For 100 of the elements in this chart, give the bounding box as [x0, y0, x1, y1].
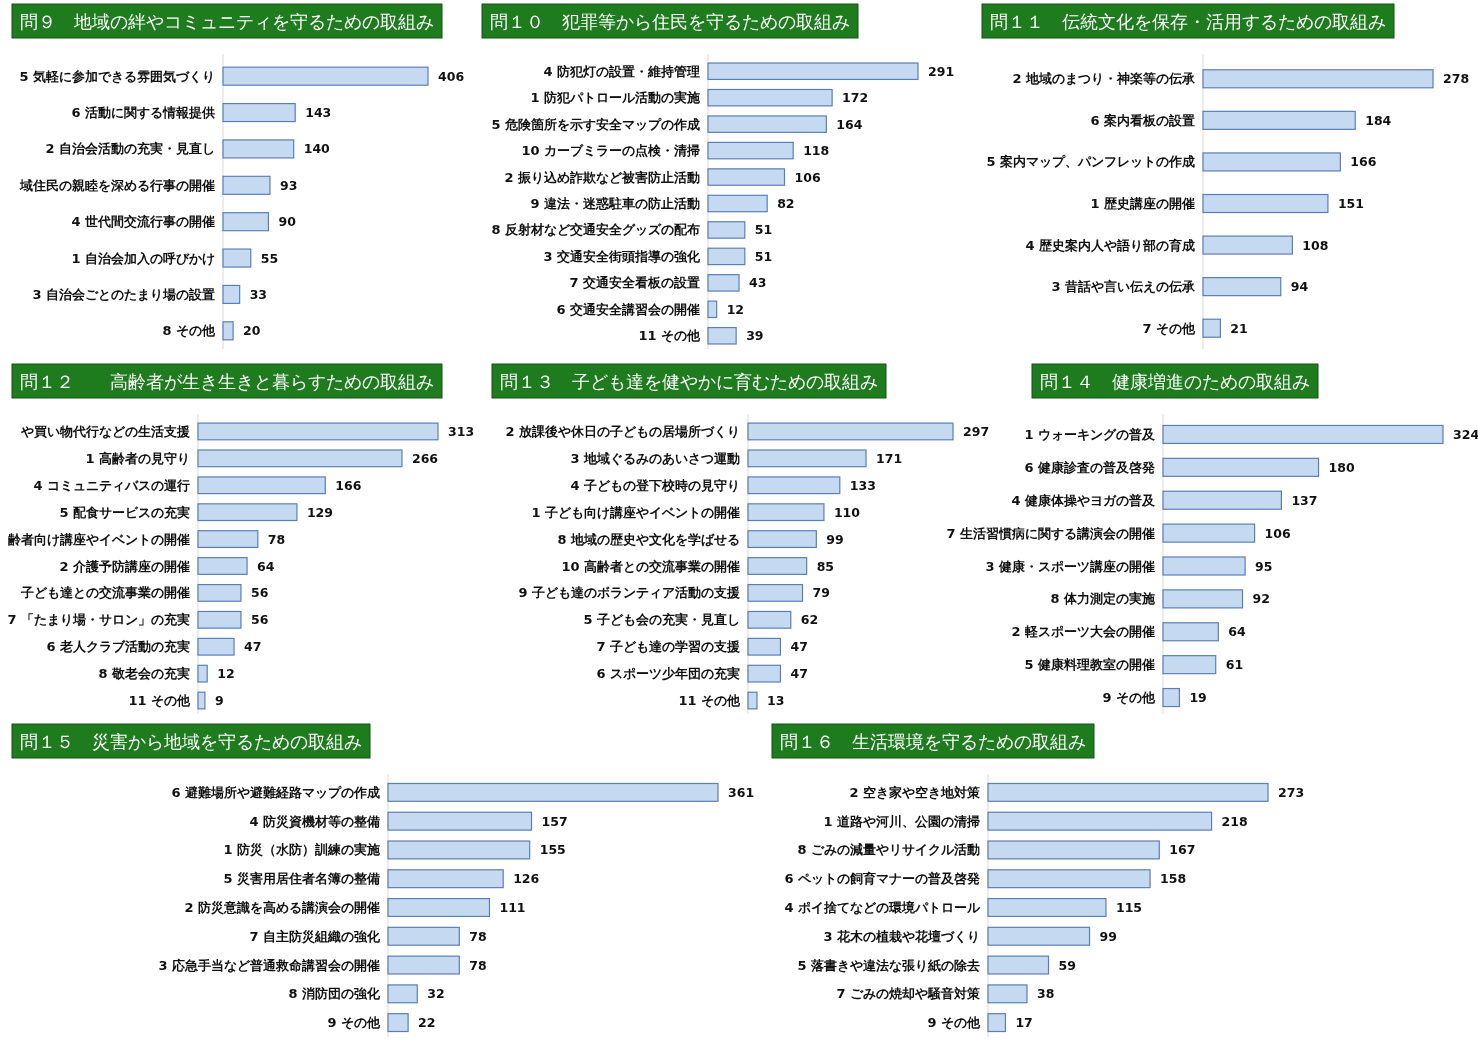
y-tick-label: 2 自治会活動の充実・見直し	[45, 141, 215, 157]
bar	[707, 221, 746, 239]
y-tick-label: 3 自治会ごとのたまり場の設置	[32, 286, 215, 302]
bar	[387, 869, 504, 889]
y-tick-label: 4 防災資機材等の整備	[249, 813, 380, 829]
bar	[707, 194, 768, 213]
bar	[1162, 490, 1282, 510]
bar	[222, 248, 252, 268]
bar	[1162, 655, 1217, 675]
chart-title: 問９ 地域の絆やコミュニティを守るための取組み	[20, 11, 434, 32]
data-label: 167	[1169, 842, 1196, 858]
bar	[747, 691, 758, 710]
bar	[387, 1013, 409, 1033]
y-tick-label: 10 カーブミラーの点検・清掃	[521, 143, 700, 159]
y-tick-label: 9 子ども達のボランティア活動の支援	[518, 585, 740, 601]
data-label: 184	[1365, 112, 1392, 128]
bar	[387, 897, 491, 918]
bar	[747, 583, 804, 602]
bar	[197, 664, 208, 683]
bar	[747, 664, 782, 683]
bar	[387, 955, 460, 975]
y-tick-label: 11 その他	[128, 693, 191, 709]
data-label: 106	[1264, 525, 1291, 541]
bar	[987, 1013, 1007, 1033]
data-label: 99	[1099, 928, 1117, 944]
data-label: 158	[1160, 871, 1187, 887]
bar	[222, 66, 429, 86]
y-tick-label: 1 道路や河川、公園の清掃	[823, 813, 980, 829]
bar	[707, 326, 737, 345]
bar	[1202, 152, 1341, 172]
bar	[197, 503, 298, 522]
y-tick-label: 6 避難場所や避難経路マップの作成	[171, 784, 380, 800]
y-tick-label: 5 危険箇所を示す安全マップの作成	[491, 116, 700, 132]
bar	[1162, 457, 1320, 477]
data-label: 361	[728, 784, 755, 800]
data-label: 99	[826, 531, 844, 547]
y-tick-label: 1 ウォーキングの普及	[1024, 426, 1156, 442]
y-tick-label: 7 交通安全看板の設置	[569, 275, 700, 291]
bar	[197, 476, 326, 495]
data-label: 47	[790, 639, 808, 655]
data-label: 166	[1350, 154, 1377, 170]
data-label: 51	[754, 222, 773, 238]
data-label: 9	[214, 693, 224, 709]
data-label: 157	[541, 813, 568, 829]
y-tick-label: 2 軽スポーツ大会の開催	[1011, 624, 1155, 640]
data-label: 313	[448, 423, 475, 439]
data-label: 92	[1252, 591, 1270, 607]
y-tick-label: 5 気軽に参加できる雰囲気づくり	[19, 68, 215, 84]
data-label: 12	[217, 666, 235, 682]
y-tick-label: 6 スポーツ少年団の充実	[596, 666, 740, 682]
y-tick-label: 6 案内看板の設置	[1090, 112, 1195, 128]
y-tick-label: 8 敬老会の充実	[98, 666, 190, 682]
data-label: 111	[499, 900, 526, 915]
data-label: 64	[257, 558, 275, 574]
bar	[387, 811, 533, 831]
data-label: 78	[469, 928, 487, 944]
bar	[387, 926, 460, 946]
y-tick-label: 4 健康体操やヨガの普及	[1011, 492, 1156, 508]
y-tick-label: 8 地域の歴史や文化を学ばせる	[557, 531, 740, 547]
bar	[1162, 687, 1181, 708]
bar	[747, 557, 808, 575]
y-tick-label: 4 コミュニティバスの運行	[33, 477, 190, 493]
y-tick-label: や買い物代行などの生活支援	[20, 423, 190, 439]
y-tick-label: 7 ごみの焼却や騒音対策	[836, 986, 981, 1002]
data-label: 110	[833, 504, 861, 520]
data-label: 78	[267, 531, 286, 547]
y-tick-label: 齢者向け講座やイベントの開催	[8, 531, 190, 547]
bar	[707, 115, 827, 133]
y-tick-label: 4 防犯灯の設置・維持管理	[543, 63, 700, 79]
bar	[222, 321, 234, 341]
data-label: 43	[749, 275, 767, 291]
data-label: 62	[800, 612, 819, 628]
data-label: 143	[305, 105, 332, 121]
y-tick-label: 3 花木の植栽や花壇づくり	[823, 928, 980, 944]
y-tick-label: 子ども達との交流事業の開催	[20, 585, 190, 601]
bar	[222, 102, 296, 123]
data-label: 82	[777, 196, 795, 211]
y-tick-label: 11 その他	[638, 328, 701, 344]
bar	[747, 422, 954, 441]
data-label: 137	[1291, 492, 1318, 508]
bar	[707, 168, 786, 186]
y-tick-label: 2 地域のまつり・神楽等の伝承	[1012, 71, 1196, 87]
data-label: 108	[1302, 237, 1329, 253]
y-tick-label: 3 応急手当など普通救命講習会の開催	[158, 957, 380, 973]
data-label: 324	[1453, 426, 1478, 442]
chart-title: 問１０ 犯罪等から住民を守るための取組み	[490, 11, 850, 32]
bar	[387, 840, 531, 860]
bar	[197, 557, 248, 575]
data-label: 151	[1337, 196, 1365, 211]
data-label: 118	[803, 143, 830, 159]
bar	[387, 782, 719, 802]
data-label: 133	[849, 477, 876, 493]
data-label: 64	[1228, 624, 1247, 640]
y-tick-label: 7 生活習慣病に関する講演会の開催	[946, 525, 1155, 541]
data-label: 38	[1036, 986, 1055, 1002]
bar	[1162, 589, 1244, 609]
y-tick-label: 1 歴史講座の開催	[1090, 196, 1195, 211]
data-label: 129	[306, 504, 334, 520]
bar	[987, 782, 1269, 802]
bar	[387, 984, 418, 1004]
